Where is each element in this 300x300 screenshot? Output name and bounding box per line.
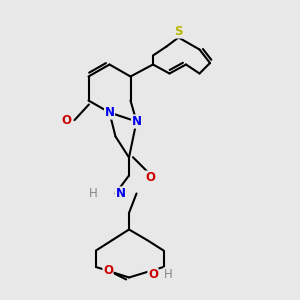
Text: O: O bbox=[61, 114, 71, 127]
Text: N: N bbox=[116, 187, 125, 200]
Text: N: N bbox=[104, 106, 115, 119]
Text: O: O bbox=[103, 264, 113, 277]
Text: O: O bbox=[148, 268, 158, 281]
Text: S: S bbox=[174, 25, 183, 38]
Text: H: H bbox=[88, 187, 98, 200]
Text: N: N bbox=[131, 115, 142, 128]
Text: O: O bbox=[145, 171, 155, 184]
Text: H: H bbox=[164, 268, 172, 281]
